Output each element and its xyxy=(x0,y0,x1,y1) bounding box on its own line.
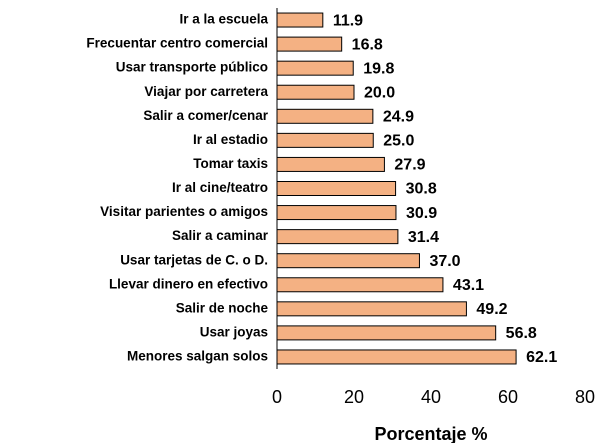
y-tick-label: Usar transporte público xyxy=(116,60,268,75)
x-axis-label: Porcentaje % xyxy=(374,424,487,443)
y-tick-label: Salir a caminar xyxy=(172,228,269,243)
y-tick-label: Usar joyas xyxy=(200,324,268,339)
data-label: 11.9 xyxy=(333,12,363,29)
bar xyxy=(276,349,517,365)
bar xyxy=(276,60,354,76)
y-tick-label: Salir de noche xyxy=(176,300,269,315)
data-label: 16.8 xyxy=(352,36,383,53)
data-label: 30.9 xyxy=(406,205,437,222)
x-tick-label: 60 xyxy=(498,387,518,407)
y-tick-label: Menores salgan solos xyxy=(127,349,268,364)
data-label: 20.0 xyxy=(364,84,395,101)
y-tick-label: Usar tarjetas de C. o D. xyxy=(120,252,268,267)
y-tick-label: Ir al estadio xyxy=(193,132,268,147)
y-tick-label: Frecuentar centro comercial xyxy=(86,36,268,51)
data-label: 27.9 xyxy=(394,157,425,174)
data-label: 43.1 xyxy=(453,277,484,294)
data-label: 25.0 xyxy=(383,133,414,150)
bar xyxy=(276,12,324,28)
bar xyxy=(276,205,397,221)
y-tick-label: Viajar por carretera xyxy=(144,84,268,99)
data-label: 30.8 xyxy=(406,181,437,198)
y-tick-label: Visitar parientes o amigos xyxy=(100,204,268,219)
bar xyxy=(276,84,355,100)
bar xyxy=(276,36,343,52)
bar xyxy=(276,277,444,293)
data-label: 24.9 xyxy=(383,109,414,126)
bar xyxy=(276,229,399,245)
x-tick-label: 0 xyxy=(272,387,282,407)
y-tick-label: Tomar taxis xyxy=(193,156,268,171)
x-tick-label: 20 xyxy=(344,387,364,407)
y-tick-label: Salir a comer/cenar xyxy=(143,108,268,123)
data-label: 37.0 xyxy=(429,253,460,270)
y-tick-label: Llevar dinero en efectivo xyxy=(109,276,268,291)
bar xyxy=(276,301,467,317)
bar xyxy=(276,325,497,341)
bar xyxy=(276,108,374,124)
x-tick-label: 40 xyxy=(421,387,441,407)
data-label: 19.8 xyxy=(363,60,394,77)
y-tick-label: Ir a la escuela xyxy=(179,12,268,27)
y-tick-label: Ir al cine/teatro xyxy=(172,180,268,195)
bar xyxy=(276,253,420,269)
data-label: 49.2 xyxy=(476,301,507,318)
bar xyxy=(276,156,385,172)
bar xyxy=(276,132,374,148)
data-label: 56.8 xyxy=(506,325,537,342)
data-label: 31.4 xyxy=(408,229,439,246)
data-label: 62.1 xyxy=(526,349,557,366)
x-tick-label: 80 xyxy=(575,387,595,407)
bar xyxy=(276,181,397,196)
